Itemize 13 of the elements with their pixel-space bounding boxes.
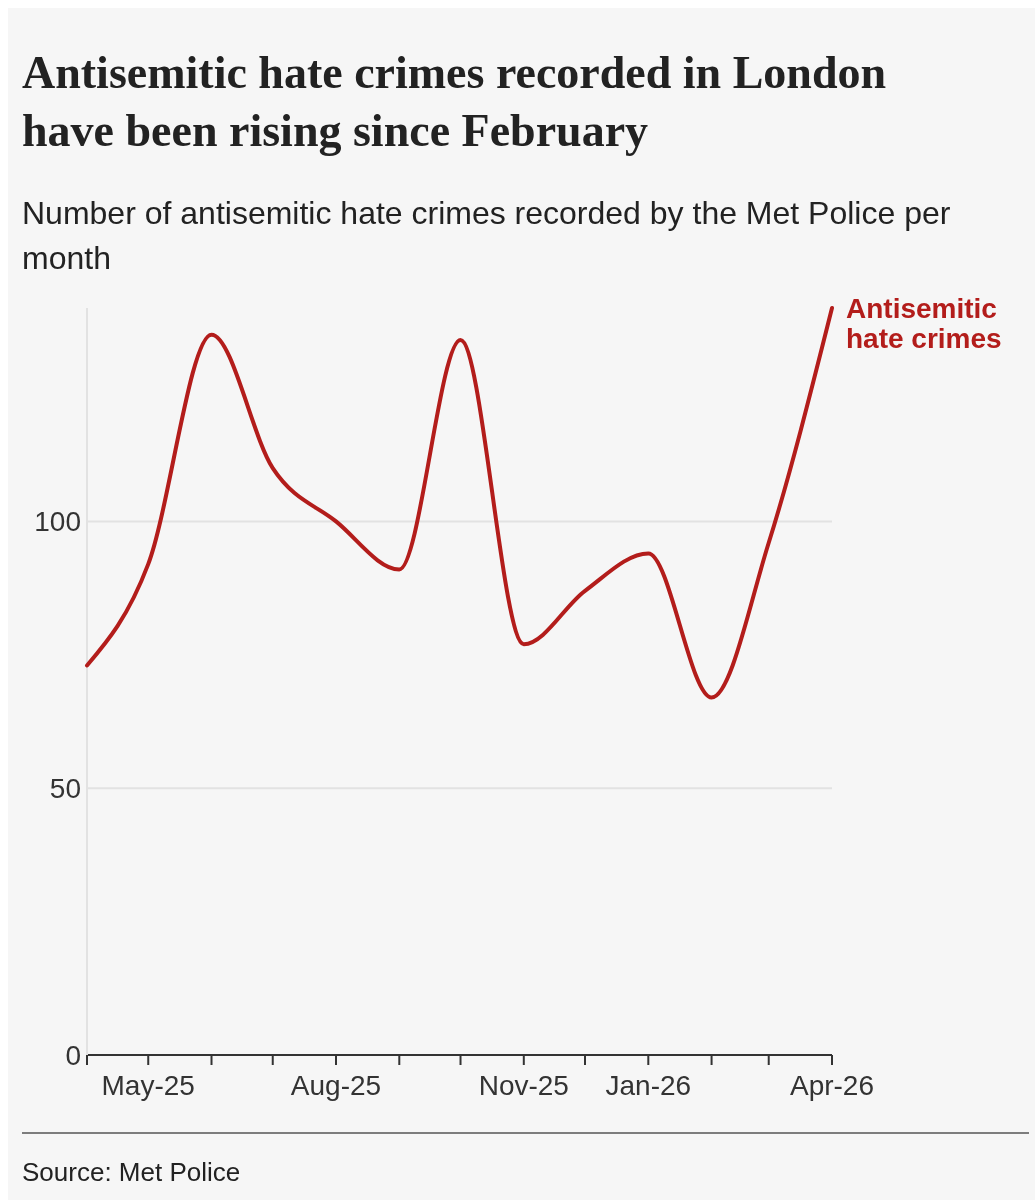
y-tick-label: 0 bbox=[65, 1040, 81, 1071]
x-tick-label: May-25 bbox=[101, 1070, 195, 1101]
x-tick-label: Apr-26 bbox=[789, 1070, 875, 1101]
line-series bbox=[85, 306, 834, 700]
source-note: Source: Met Police bbox=[22, 1157, 241, 1187]
chart-title: Antisemitic hate crimes recorded in London have been rising since February bbox=[22, 47, 887, 156]
x-tick-label: Jan-26 bbox=[605, 1070, 692, 1101]
series-label: Antisemitic hate crimes bbox=[846, 293, 1002, 354]
y-tick-label: 50 bbox=[49, 773, 81, 805]
y-tick-label: 100 bbox=[34, 506, 81, 538]
x-tick-label: Aug-25 bbox=[290, 1070, 382, 1101]
x-tick-label: Nov-25 bbox=[478, 1070, 569, 1101]
chart-subtitle: Number of antisemitic hate crimes recorded by the Met Police per month bbox=[22, 195, 951, 276]
